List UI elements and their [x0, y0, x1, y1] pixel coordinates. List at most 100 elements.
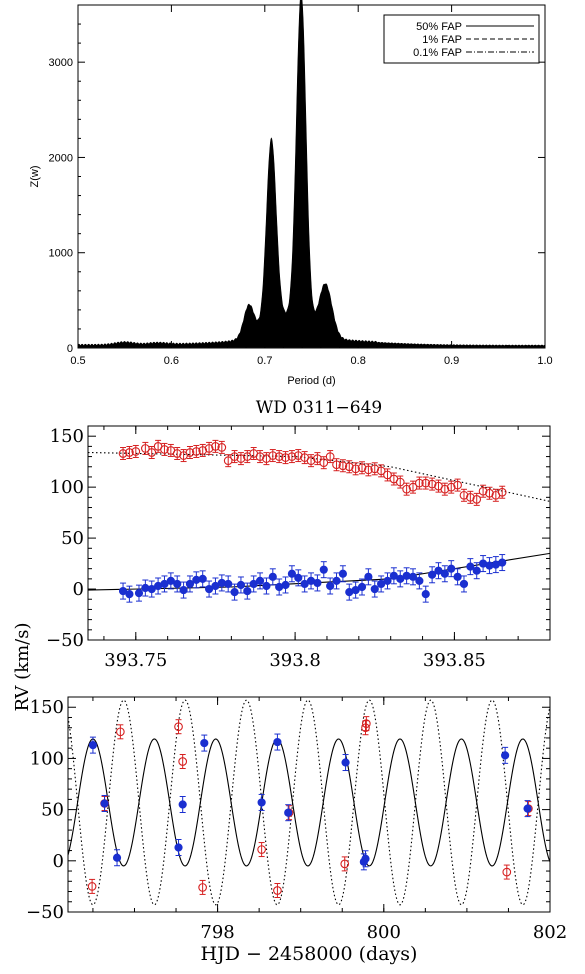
rv-open-series-point [274, 452, 284, 461]
x-axis-label: Period (d) [287, 375, 335, 387]
phase-filled-series-point [200, 738, 209, 748]
rv-open-series-point [268, 451, 278, 460]
phase-open-series-point [273, 886, 282, 895]
rv-open-series-point [255, 452, 265, 461]
rv-open-series-point [293, 451, 303, 460]
rv-filled-series-point [351, 585, 360, 595]
y-tick-label: 50 [41, 800, 64, 821]
phase-filled-series-point [284, 808, 293, 817]
rv-open-series-point [306, 456, 316, 465]
rv-open-series-point [402, 484, 411, 494]
rv-filled-series-point [389, 571, 398, 580]
model-curve-dotted [67, 699, 551, 906]
y-tick-label: 3000 [49, 57, 73, 69]
y-tick-label: 2000 [49, 152, 73, 164]
rv-filled-series-point [377, 579, 386, 589]
phase-open-series-point [340, 859, 350, 869]
x-tick-label: 0.8 [351, 355, 366, 367]
rv-open-series-point [230, 452, 239, 461]
rv-open-series-point [485, 488, 494, 498]
rv-filled-series-point [281, 580, 290, 590]
legend-label: 1% FAP [422, 34, 462, 46]
phase-filled-series-point [88, 741, 98, 750]
rv-open-series-point [211, 442, 220, 451]
rv-filled-series-point [440, 569, 449, 578]
phase-filled-series-point [523, 804, 532, 813]
rv-open-series-point [332, 460, 341, 470]
rv-filled-series-point [415, 576, 424, 585]
fit-line-dotted [87, 451, 551, 502]
rv-filled-series-point [364, 572, 373, 581]
rv-open-series-point [376, 466, 386, 476]
rv-open-series-point [465, 492, 475, 502]
rv-open-series-point [172, 449, 182, 458]
rv-open-series-point [287, 452, 297, 461]
y-tick-label: 0 [53, 851, 64, 872]
y-tick-label: 100 [30, 748, 64, 769]
rv-open-series-point [415, 478, 424, 488]
phase-filled-series-point [501, 751, 510, 760]
rv-open-series-point [131, 447, 141, 456]
rv-open-series-point [497, 487, 507, 497]
phase-filled-series-point [257, 798, 266, 807]
rv-filled-series-point [224, 579, 233, 589]
y-tick-label: 50 [61, 528, 84, 549]
rv-open-series-point [478, 486, 488, 496]
rv-open-series-point [141, 444, 150, 453]
rv-filled-series-point [255, 576, 265, 585]
rv-filled-series-point [204, 584, 214, 594]
rv-filled-series-point [319, 565, 328, 574]
rv-filled-series-point [294, 573, 303, 582]
rv-open-series-point [421, 478, 431, 488]
rv-filled-series-point [268, 572, 277, 581]
rv-filled-series-point [236, 580, 246, 590]
x-tick-label: 0.9 [444, 355, 459, 367]
x-tick-label: 802 [533, 922, 567, 943]
y-tick-label: 150 [30, 697, 64, 718]
rv-filled-series-point [211, 581, 220, 591]
rv-filled-series-point [313, 578, 322, 588]
rv-filled-series-point [243, 586, 252, 596]
phase-filled-series-point [361, 854, 370, 863]
rv-frame-1 [87, 425, 551, 641]
y-tick-label: 150 [50, 426, 84, 447]
rv-open-series-point [204, 444, 214, 453]
phase-open-series-point [87, 882, 97, 891]
y-tick-label: 0 [73, 579, 84, 600]
y-axis-label: RV (km/s) [12, 623, 33, 712]
periodogram-area [77, 0, 546, 348]
rv-open-series-point [118, 449, 128, 458]
rv-open-series-point [185, 448, 195, 457]
rv-filled-series-point [160, 579, 169, 589]
legend-label: 0.1% FAP [413, 47, 462, 59]
y-tick-label: −50 [26, 902, 64, 923]
rv-filled-series-point [287, 569, 297, 578]
rv-filled-series-point [408, 572, 418, 581]
rv-open-series-point [459, 490, 469, 500]
phase-filled-series-point [100, 799, 109, 808]
rv-open-series-point [408, 482, 418, 492]
rv-open-series-point [217, 443, 227, 452]
phase-open-series-point [198, 883, 207, 892]
phase-open-series-point [174, 722, 183, 732]
y-axis-label: Z(w) [29, 166, 41, 188]
rv-filled-series-point [134, 589, 144, 598]
phase-filled-series-point [112, 853, 122, 862]
rv-filled-series-point [166, 576, 175, 585]
phase-open-series-point [361, 719, 371, 728]
rv-filled-series-point [198, 574, 207, 583]
x-tick-label: 0.6 [164, 355, 179, 367]
phase-open-series-point [361, 723, 370, 733]
x-axis-label: HJD − 2458000 (days) [201, 943, 418, 965]
phase-open-series-point [257, 845, 266, 854]
rv-open-series-point [427, 479, 437, 489]
rv-open-series-point [370, 464, 380, 474]
rv-filled-series-point [179, 585, 188, 595]
rv-filled-series-point [453, 572, 462, 581]
rv-filled-series-point [300, 579, 309, 589]
rv-filled-series-point [118, 586, 128, 596]
rv-open-series-point [472, 495, 482, 504]
x-tick-label: 393.75 [104, 650, 167, 671]
x-tick-label: 393.8 [269, 650, 321, 671]
